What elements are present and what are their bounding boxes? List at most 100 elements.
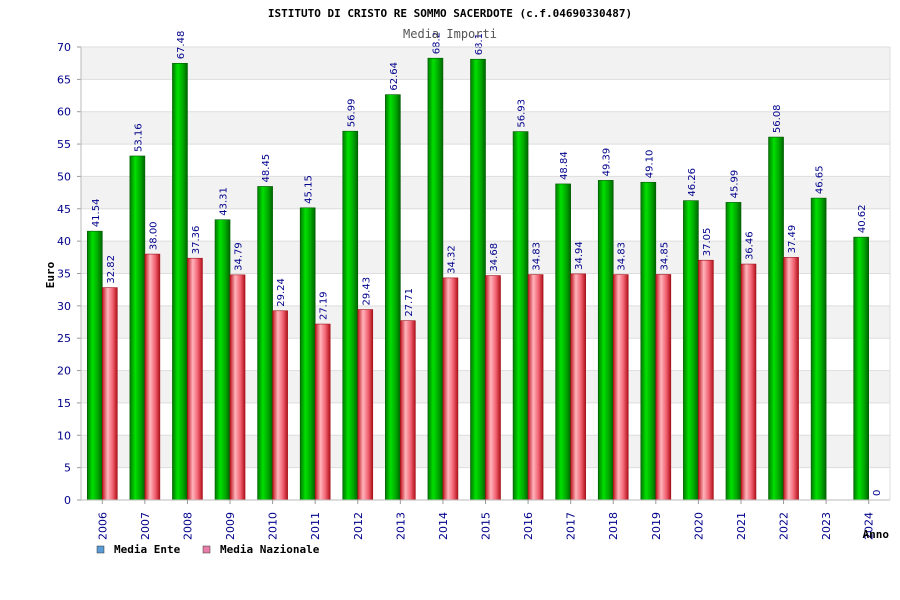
value-label-media-nazionale-2014: 34.32 [446,245,457,274]
bar-media-ente-2020 [683,200,699,501]
bar-media-nazionale-2010 [272,310,288,501]
value-label-media-ente-2008: 67.48 [176,31,187,60]
chart-subtitle: Media Importi [403,27,497,41]
x-tick-label: 2021 [735,512,748,540]
x-tick-label: 2009 [224,512,237,540]
bar-media-ente-2023 [810,197,827,501]
y-tick-label: 35 [57,268,71,281]
y-tick-label: 60 [57,106,71,119]
y-tick-label: 55 [57,138,71,151]
y-tick-label: 25 [57,332,71,345]
bar-media-nazionale-2017 [570,273,586,501]
legend-label-media-nazionale: Media Nazionale [220,543,320,556]
bar-media-nazionale-2008 [187,257,203,501]
bar-media-nazionale-2016 [527,274,544,501]
bar-media-nazionale-2014 [442,277,459,501]
chart-title: ISTITUTO DI CRISTO RE SOMMO SACERDOTE (c… [268,7,632,20]
bar-media-nazionale-2009 [229,274,246,501]
value-label-media-ente-2009: 43.31 [219,187,230,216]
value-label-media-ente-2020: 46.26 [687,168,698,197]
bar-media-nazionale-2012 [357,309,374,501]
y-axis-title: Euro [44,261,57,288]
bar-media-nazionale-2018 [612,274,629,501]
bar-media-nazionale-2011 [314,323,331,501]
y-tick-label: 65 [57,73,71,86]
bar-media-nazionale-2015 [485,275,501,501]
value-label-media-nazionale-2019: 34.85 [659,242,670,271]
bar-media-ente-2021 [725,202,742,501]
legend-label-media-ente: Media Ente [114,543,181,556]
y-tick-label: 70 [57,41,71,54]
y-tick-label: 40 [57,235,71,248]
x-tick-label: 2019 [650,512,663,540]
bar-media-ente-2024 [853,236,870,501]
bar-media-ente-2007 [129,155,146,501]
value-label-media-nazionale-2015: 34.68 [489,243,500,272]
value-label-media-ente-2012: 56.99 [346,99,357,128]
x-tick-label: 2007 [139,512,152,540]
legend: Media Ente Media Nazionale [96,543,320,556]
value-label-media-nazionale-2009: 34.79 [234,242,245,271]
value-label-media-nazionale-2020: 37.05 [702,228,713,257]
value-label-media-ente-2007: 53.16 [133,123,144,152]
bar-media-ente-2019 [640,181,657,501]
x-tick-label: 2008 [181,512,194,540]
value-label-media-nazionale-2017: 34.94 [574,241,585,270]
bar-media-ente-2012 [342,130,359,501]
bar-media-ente-2022 [768,136,784,501]
y-tick-label: 5 [64,462,71,475]
value-labels-layer: 41.54 32.82 53.16 38.00 67.48 37.36 43.31 34.79… [91,31,883,496]
value-label-media-ente-2018: 49.39 [602,148,613,177]
bar-media-ente-2008 [172,63,188,501]
legend-swatch-media-ente [96,545,105,554]
value-label-media-nazionale-2018: 34.83 [617,242,628,271]
x-axis-title: Anno [863,528,890,541]
y-tick-label: 0 [64,494,71,507]
value-label-media-nazionale-2021: 36.46 [744,231,755,260]
bar-media-ente-2009 [214,219,231,501]
bar-media-nazionale-2022 [783,257,799,501]
bar-media-nazionale-2019 [655,274,672,501]
x-tick-label: 2013 [394,512,407,540]
bar-media-nazionale-2006 [101,287,118,501]
value-label-media-ente-2017: 48.84 [559,151,570,180]
x-tick-label: 2014 [437,512,450,540]
bar-media-nazionale-2020 [698,259,714,501]
x-tick-label: 2018 [607,512,620,540]
x-tick-label: 2017 [565,512,578,540]
bar-media-ente-2013 [385,94,401,501]
x-tick-label: 2024 [863,512,876,540]
x-tick-label: 2011 [309,512,322,540]
x-tick-label: 2020 [692,512,705,540]
value-label-media-ente-2023: 46.65 [815,165,826,194]
value-label-media-nazionale-2007: 38.00 [148,221,159,250]
value-label-media-ente-2015: 68.1 [474,33,485,55]
y-tick-label: 10 [57,429,71,442]
bar-media-ente-2010 [257,186,273,501]
x-tick-label: 2006 [96,512,109,540]
axes: 0 5 10 15 20 25 30 35 40 45 50 55 60 65 70 2006 2007 2008… [57,41,891,540]
value-label-media-ente-2014: 68.2 [431,32,442,54]
bar-media-ente-2006 [86,230,103,501]
value-label-media-ente-2021: 45.99 [729,170,740,199]
bar-media-nazionale-2007 [144,253,161,501]
x-tick-label: 2015 [480,512,493,540]
y-tick-label: 45 [57,203,71,216]
value-label-media-nazionale-2011: 27.19 [319,291,330,320]
bar-media-nazionale-2013 [400,320,416,501]
value-label-media-ente-2024: 40.62 [857,204,868,233]
value-label-media-ente-2022: 56.08 [772,104,783,133]
y-tick-label: 20 [57,365,71,378]
value-label-media-ente-2006: 41.54 [91,199,102,228]
value-label-media-ente-2010: 48.45 [261,154,272,183]
value-label-media-nazionale-2022: 37.49 [787,225,798,254]
value-label-media-nazionale-2024: 0 [872,490,883,496]
value-label-media-nazionale-2016: 34.83 [532,242,543,271]
y-tick-label: 15 [57,397,71,410]
bar-media-ente-2017 [555,183,571,501]
value-label-media-ente-2011: 45.15 [304,175,315,204]
bar-media-ente-2015 [470,58,486,501]
bar-media-ente-2011 [299,207,316,501]
y-tick-label: 50 [57,170,71,183]
